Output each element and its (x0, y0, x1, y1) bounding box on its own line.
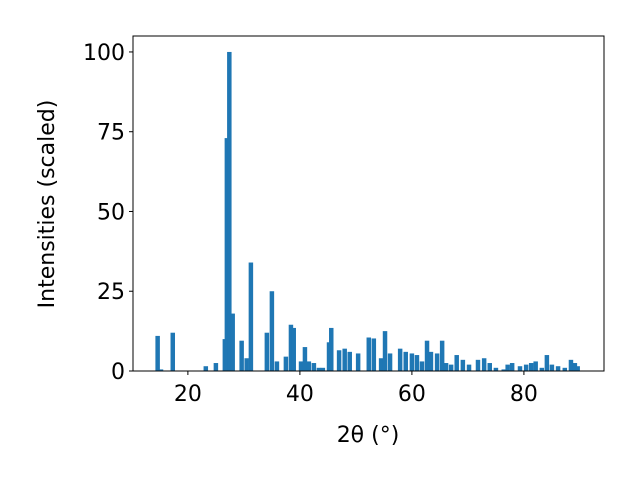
bar (371, 338, 377, 371)
bar (562, 367, 568, 371)
bar (428, 351, 434, 371)
bar (443, 363, 449, 371)
bar (397, 348, 403, 371)
bar (403, 351, 408, 371)
bar (448, 364, 454, 371)
bar (544, 355, 550, 371)
bar (414, 355, 420, 371)
bar (555, 366, 561, 371)
bar (549, 364, 555, 371)
bar (227, 51, 232, 371)
bar (302, 347, 308, 371)
x-tick-label: 80 (510, 382, 538, 407)
bar (523, 364, 529, 371)
bar (355, 353, 361, 371)
bar (306, 361, 312, 371)
x-tick-label: 20 (174, 382, 202, 407)
bar (575, 366, 580, 371)
bar (460, 359, 466, 371)
y-tick-label: 25 (97, 280, 125, 305)
bar (158, 369, 164, 371)
bar (311, 363, 317, 371)
x-tick-label: 40 (286, 382, 314, 407)
bar (283, 356, 289, 371)
bar (155, 335, 160, 371)
y-tick-label: 75 (97, 121, 125, 146)
bar (239, 340, 244, 371)
bar (382, 331, 388, 371)
bar (454, 355, 459, 371)
bar (475, 359, 481, 371)
bar (387, 353, 393, 371)
bar (439, 340, 445, 371)
bar (533, 361, 538, 371)
bar (170, 332, 176, 371)
y-tick-label: 50 (97, 200, 125, 225)
bar (269, 291, 275, 371)
bar (336, 350, 342, 371)
bar (493, 367, 499, 371)
bar (487, 363, 492, 371)
bar (466, 364, 472, 371)
bar (539, 367, 545, 371)
bar (528, 363, 534, 371)
bar (213, 363, 219, 371)
bar (517, 366, 523, 371)
bar (509, 363, 515, 371)
bar (568, 359, 574, 371)
bar (342, 348, 347, 371)
bar (424, 340, 430, 371)
bar (298, 361, 304, 371)
bar (264, 332, 270, 371)
bar (409, 353, 415, 371)
bar (434, 353, 440, 371)
bar (274, 361, 280, 371)
bar (248, 262, 254, 371)
bar (481, 358, 487, 371)
bar (378, 358, 384, 371)
y-tick-label: 100 (83, 41, 125, 66)
bar (288, 324, 294, 371)
bar (329, 327, 334, 371)
plot-frame (132, 35, 605, 372)
y-axis-label: Intensities (scaled) (35, 100, 60, 309)
bar (244, 358, 249, 371)
bar (366, 337, 372, 371)
bar (224, 138, 230, 371)
x-axis-label: 2θ (°) (337, 423, 400, 448)
bar (419, 361, 425, 371)
bar (320, 367, 326, 371)
bar (291, 327, 296, 371)
bar (230, 313, 235, 371)
bar (572, 363, 578, 371)
bar (316, 367, 322, 371)
bar (505, 364, 510, 371)
x-tick-label: 60 (398, 382, 426, 407)
bar (501, 369, 506, 371)
y-tick-label: 0 (111, 360, 125, 385)
bar (347, 351, 352, 371)
bar (203, 366, 209, 371)
